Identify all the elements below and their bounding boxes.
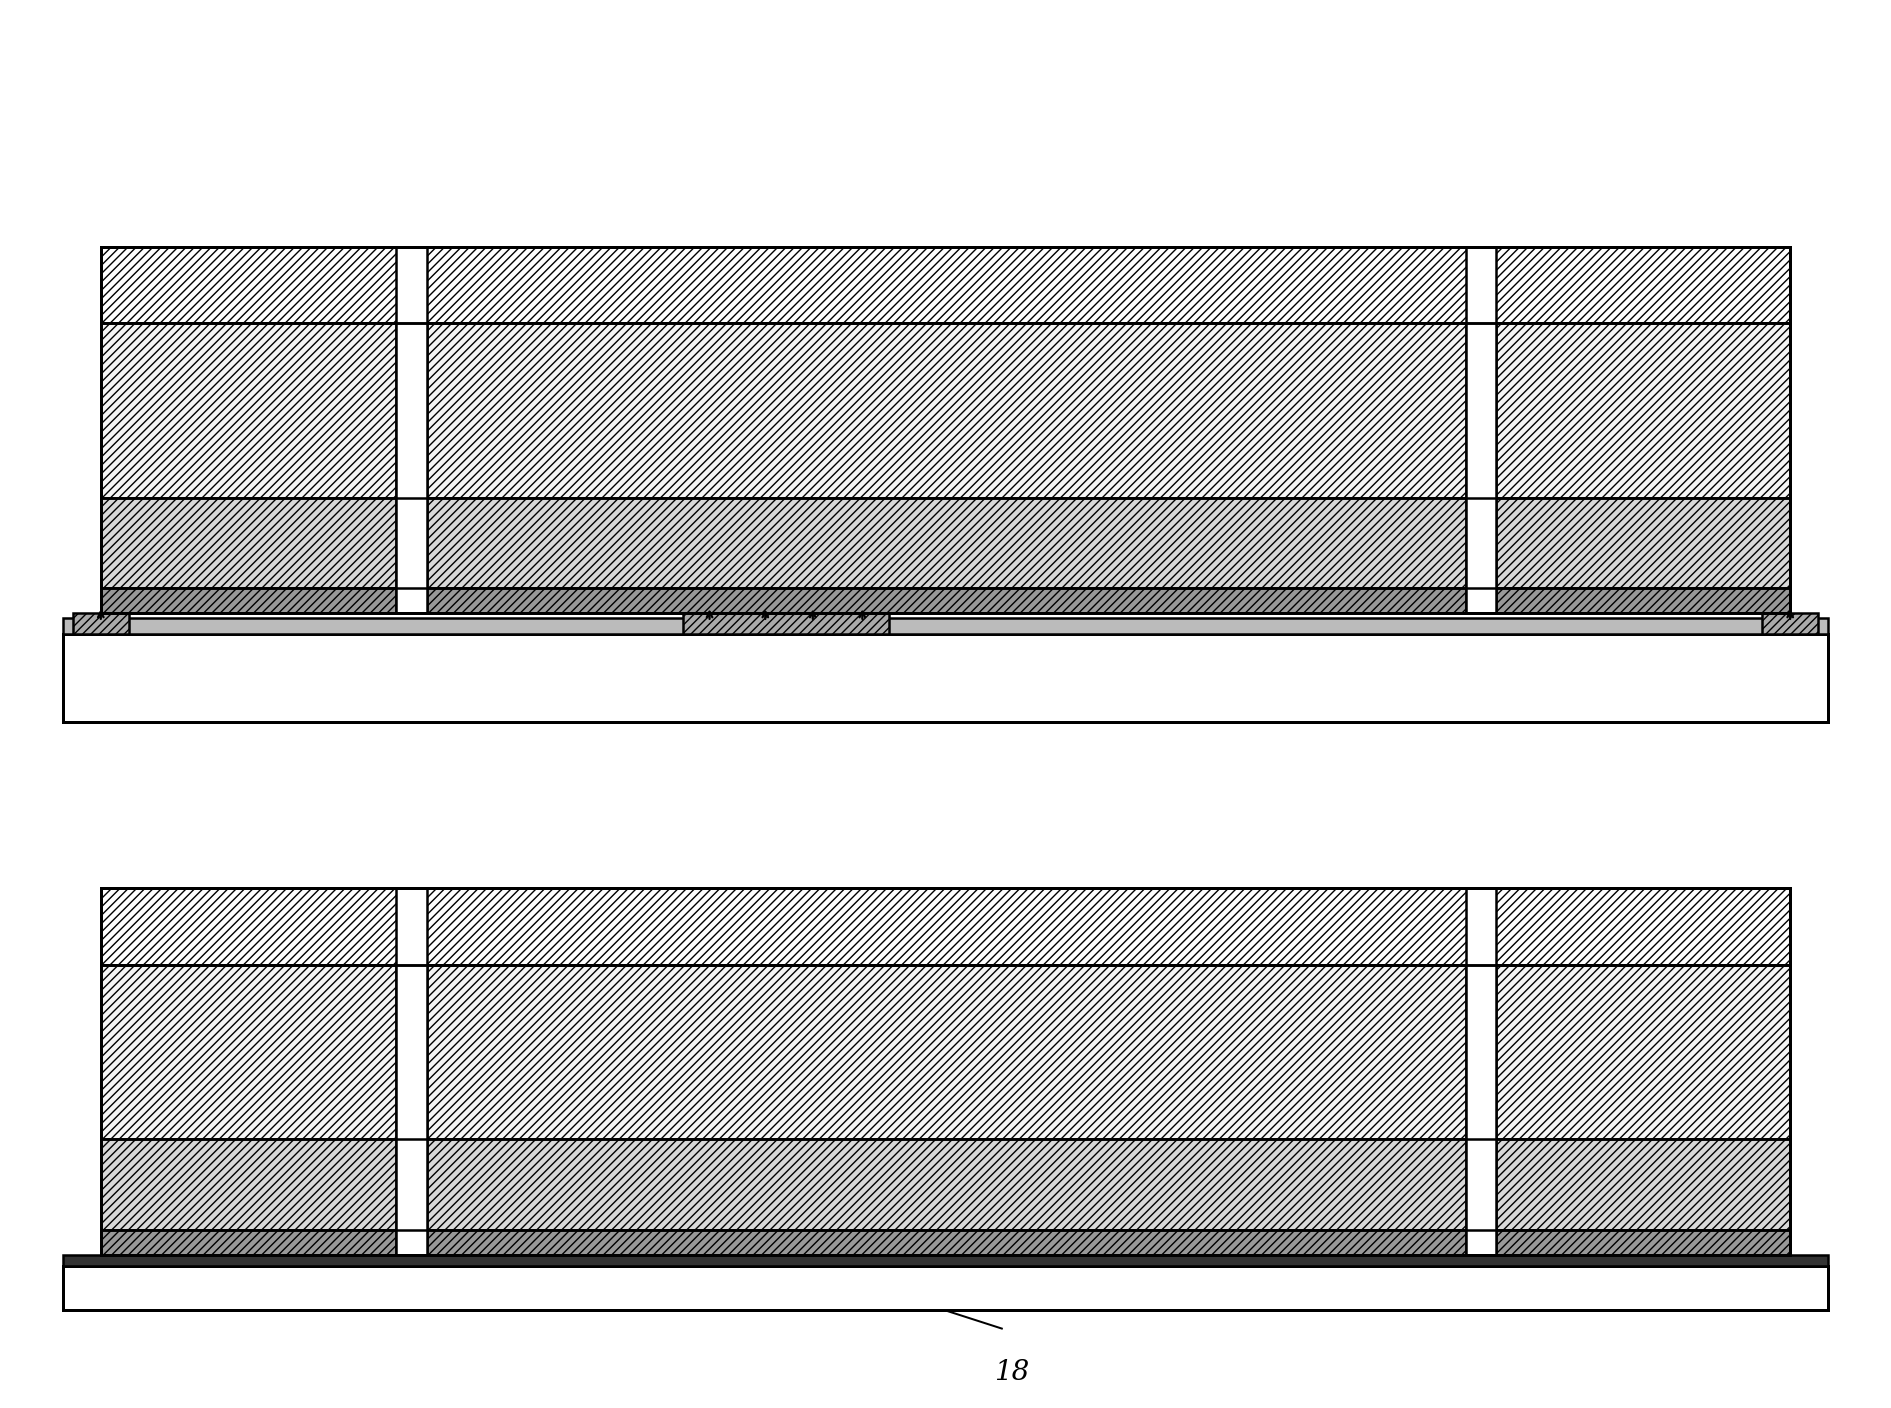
Bar (427, 324, 1466, 497)
Bar (62, 1266, 1829, 1311)
Text: 18: 18 (993, 1359, 1029, 1387)
Bar (1466, 215, 1496, 614)
Bar (427, 497, 1466, 589)
Bar (100, 497, 397, 589)
Bar (62, 634, 1829, 722)
Bar (1496, 1229, 1791, 1255)
Bar (100, 1229, 397, 1255)
Bar (1496, 1139, 1791, 1229)
Bar (427, 964, 1466, 1139)
Bar (1466, 857, 1496, 1255)
Bar (1496, 964, 1791, 1139)
Bar (427, 1139, 1466, 1229)
Bar (100, 964, 397, 1139)
Bar (397, 215, 427, 614)
Bar (1762, 614, 1819, 634)
Bar (72, 614, 129, 634)
Bar (1496, 589, 1791, 614)
Bar (62, 1255, 1829, 1266)
Bar (100, 1139, 397, 1229)
Bar (1496, 324, 1791, 497)
Bar (1496, 497, 1791, 589)
Bar (100, 589, 397, 614)
Bar (100, 246, 1791, 324)
Bar (100, 324, 397, 497)
Bar (683, 614, 889, 634)
Bar (397, 857, 427, 1255)
Bar (62, 618, 1829, 634)
Bar (427, 589, 1466, 614)
Bar (427, 1229, 1466, 1255)
Bar (100, 888, 1791, 964)
